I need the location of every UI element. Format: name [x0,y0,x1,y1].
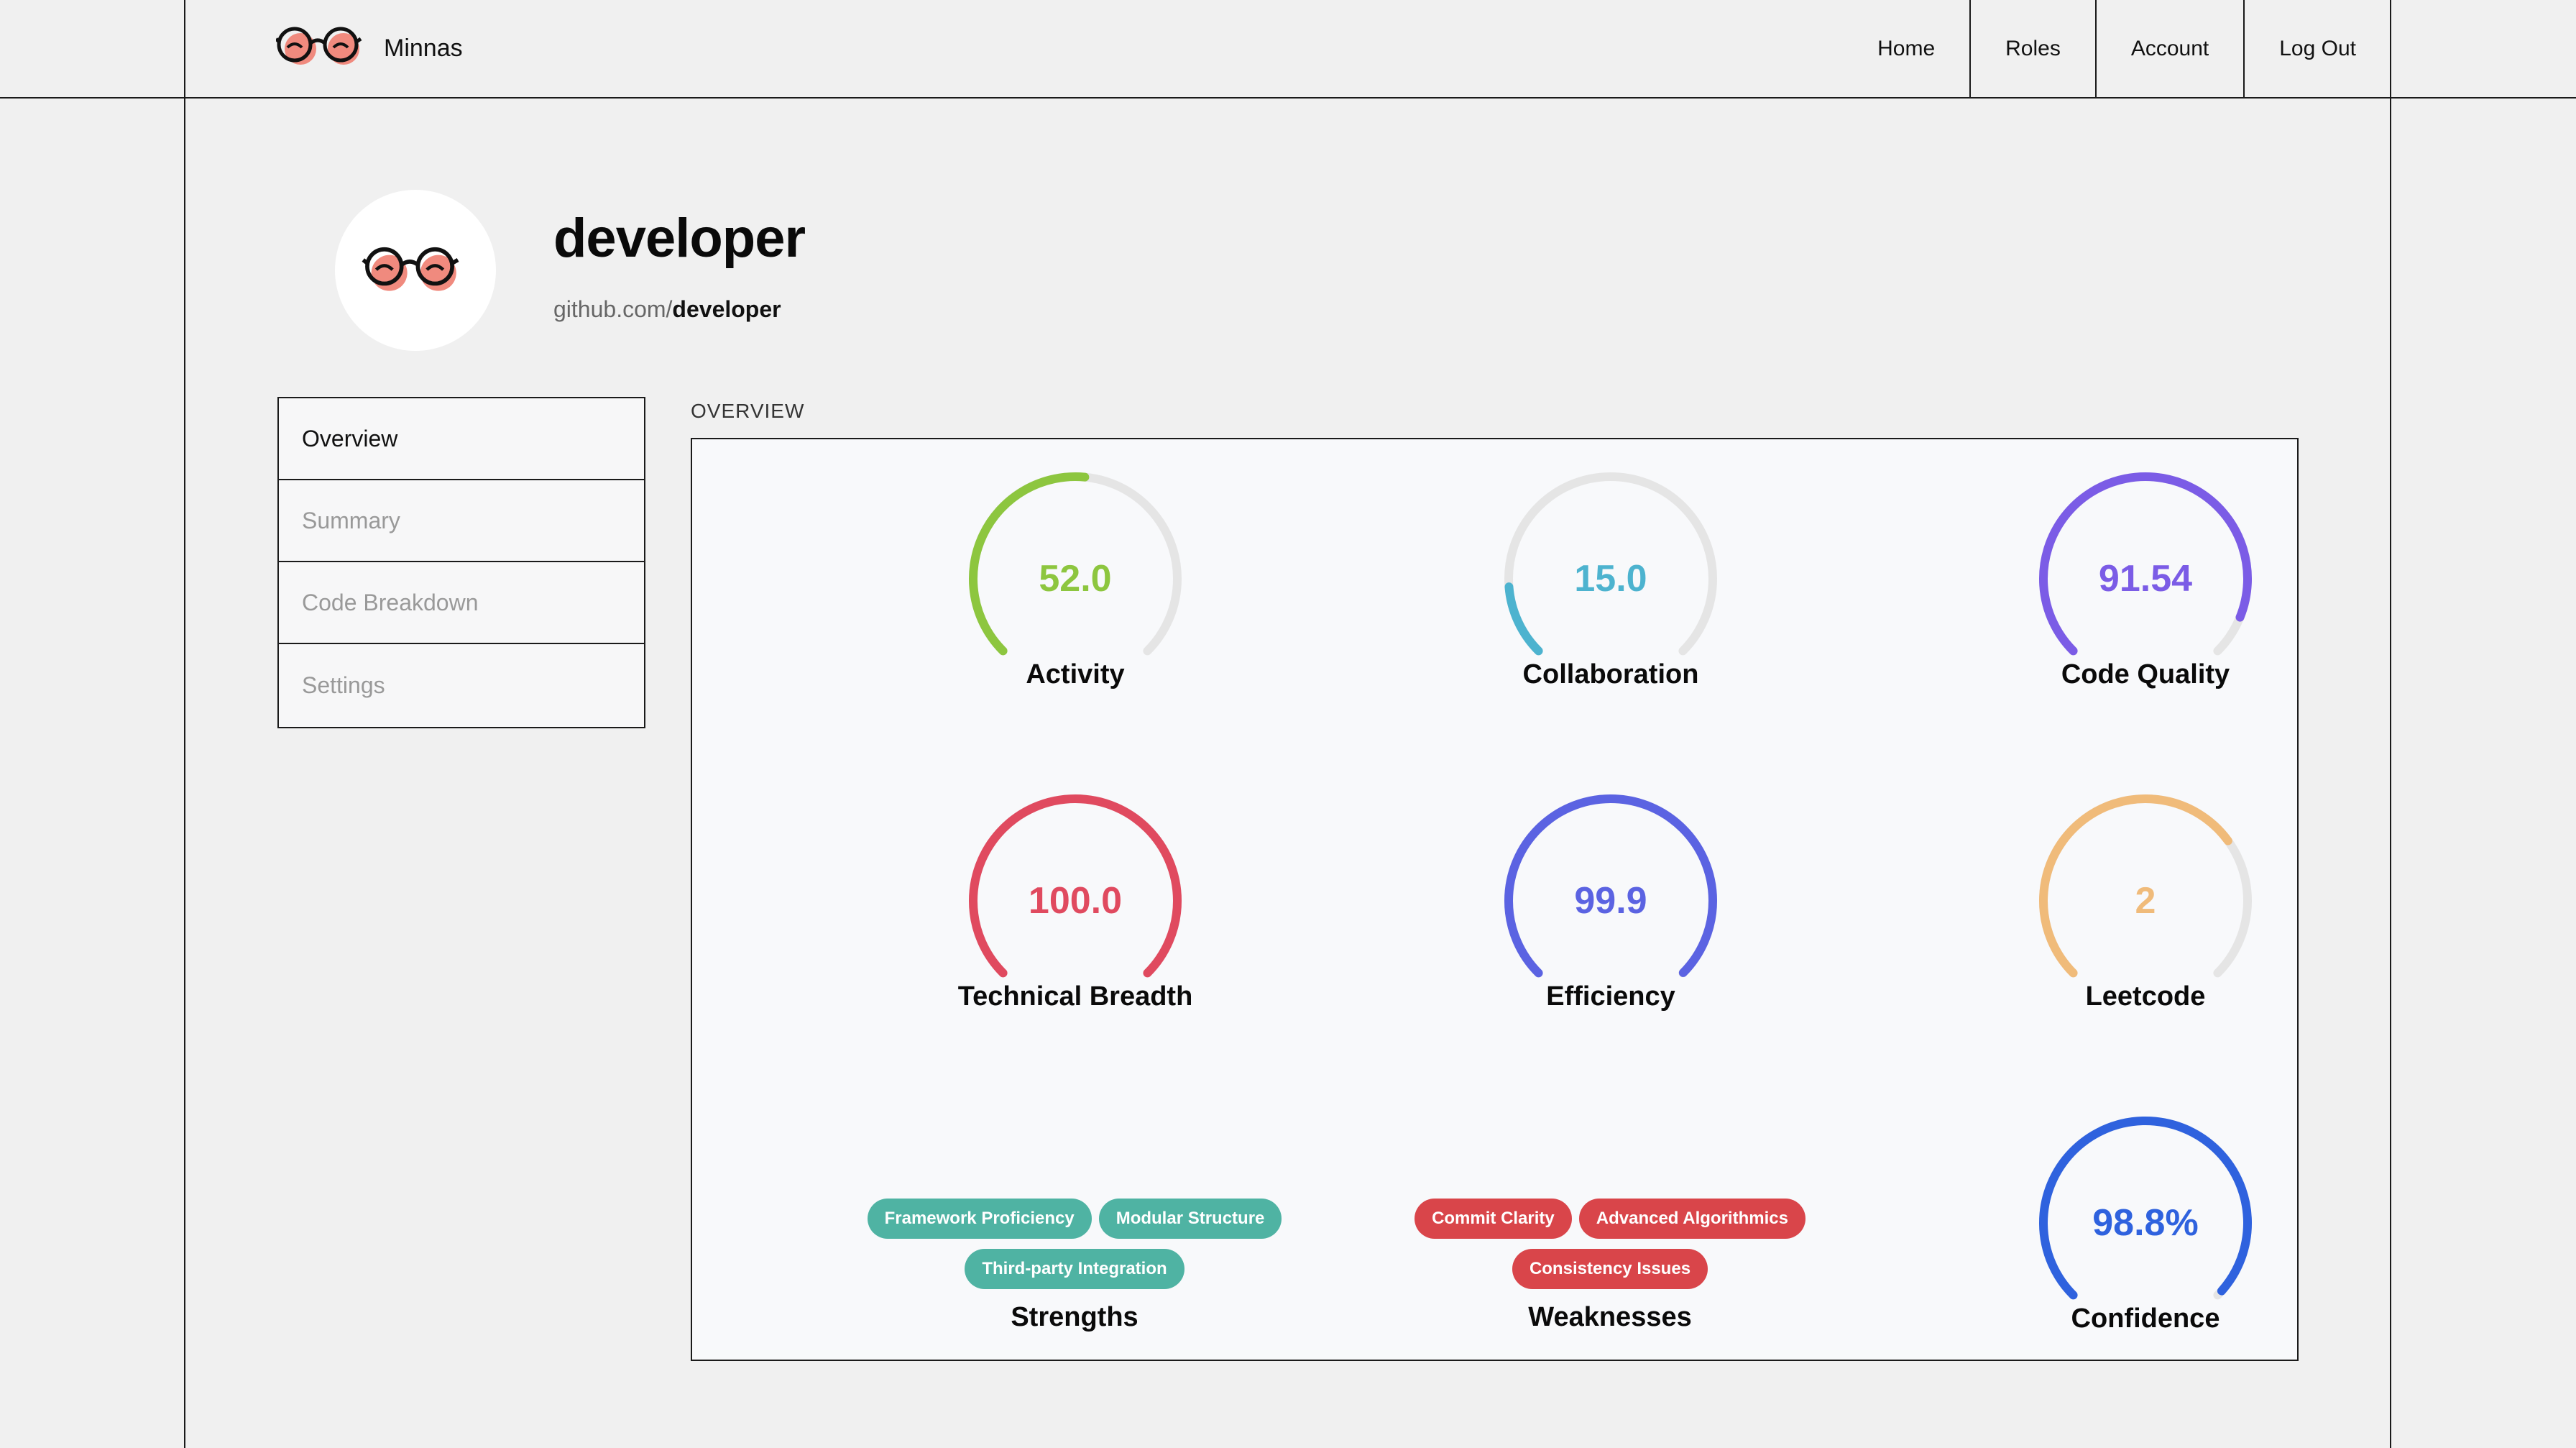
gauge-value: 100.0 [1028,880,1123,922]
nav-home[interactable]: Home [1877,36,1936,60]
gauge-fill [969,472,1090,656]
gauge-efficiency-svg [1504,794,1717,978]
gauge-label: Code Quality [2061,659,2230,689]
gauge-fill [969,794,1182,978]
gauge-code-quality: 91.54 Code Quality [2030,471,2260,689]
strength-tag: Framework Proficiency [867,1199,1092,1239]
brand-name: Minnas [384,34,463,62]
menu-item-settings[interactable]: Settings [302,672,385,698]
nav-roles[interactable]: Roles [1969,0,2095,97]
brand[interactable]: Minnas [275,24,463,73]
gauge-activity: 52.0 Activity [960,471,1190,689]
weaknesse-tag: Commit Clarity [1414,1199,1572,1239]
strengths-section: Framework Proficiency Modular Structure Th… [845,1199,1305,1333]
gauge-label: Technical Breadth [957,981,1193,1012]
gauge-activity-svg [969,472,1182,656]
gauge-label: Collaboration [1522,659,1699,689]
profile-url-prefix: github.com/ [553,296,673,322]
gauge-value: 52.0 [1039,558,1112,600]
strengths-tags: Framework Proficiency Modular Structure Th… [845,1199,1305,1289]
gauge-fill [1504,582,1543,656]
nav-log-out[interactable]: Log Out [2243,0,2391,97]
gauge-technical-breadth-svg [969,794,1182,978]
main-nav: Home Roles Account Log Out [1843,0,2391,97]
avatar [335,190,496,351]
gauge-label: Activity [1026,659,1125,689]
gauge-label: Efficiency [1546,981,1675,1012]
weaknesse-tag: Advanced Algorithmics [1578,1199,1806,1239]
gauge-leetcode-svg [2039,794,2252,978]
top-navigation-bar: Minnas Home Roles Account Log Out [0,0,2576,98]
weaknesse-tag: Consistency Issues [1512,1249,1708,1289]
weaknesses-section: Commit Clarity Advanced Algorithmics Consi… [1380,1199,1840,1333]
glasses-icon [362,240,469,301]
gauge-code-quality-svg [2039,472,2252,656]
strengths-label: Strengths [1011,1302,1138,1332]
menu-item-code-breakdown[interactable]: Code Breakdown [279,562,644,644]
strength-tag: Third-party Integration [965,1249,1184,1289]
gauge-fill [2039,1117,2252,1300]
gauge-value: 15.0 [1574,558,1647,600]
weaknesses-label: Weaknesses [1528,1302,1692,1332]
gauge-fill [2039,794,2232,978]
gauge-value: 98.8% [2092,1202,2199,1244]
menu-item-summary[interactable]: Summary [279,480,644,562]
gauge-leetcode: 2 Leetcode [2030,793,2260,1012]
gauge-fill [1504,794,1717,978]
gauge-label: Leetcode [2085,981,2206,1012]
gauge-value: 2 [2135,880,2156,922]
nav-account[interactable]: Account [2094,0,2243,97]
profile-url[interactable]: github.com/developer [553,296,781,323]
gauge-collaboration: 15.0 Collaboration [1496,471,1726,689]
profile-username: developer [672,296,781,322]
frame-right-border [2390,0,2391,1448]
gauge-technical-breadth: 100.0 Technical Breadth [958,793,1192,1012]
gauge-label: Confidence [2071,1303,2220,1334]
gauge-collaboration-svg [1504,472,1717,656]
gauge-efficiency: 99.9 Efficiency [1496,793,1726,1012]
gauge-value: 99.9 [1574,880,1647,922]
gauge-confidence: 98.8% Confidence [2030,1115,2260,1334]
menu-item-overview[interactable]: Overview [279,398,644,480]
strength-tag: Modular Structure [1098,1199,1282,1239]
gauge-confidence-svg [2039,1117,2252,1300]
side-menu: Overview Summary Code Breakdown Settings [277,397,645,728]
glasses-icon [275,24,371,73]
profile-name: developer [553,208,806,269]
gauge-value: 91.54 [2098,558,2193,600]
frame-left-border [184,0,185,1448]
overview-section-label: OVERVIEW [691,400,805,422]
gauge-fill [2039,472,2252,656]
weaknesses-tags: Commit Clarity Advanced Algorithmics Consi… [1380,1199,1840,1289]
overview-panel: 52.0 Activity 15.0 Collaboration 91.54 Code… [691,438,2299,1361]
